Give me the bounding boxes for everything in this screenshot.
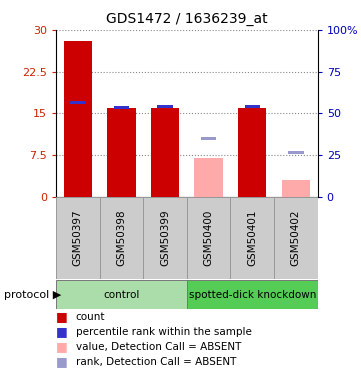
Text: ■: ■ <box>56 356 68 368</box>
Bar <box>100 197 143 279</box>
Text: GSM50402: GSM50402 <box>291 210 301 266</box>
Bar <box>245 105 260 108</box>
Bar <box>201 137 216 140</box>
Bar <box>56 280 187 309</box>
Text: count: count <box>76 312 105 322</box>
Text: protocol ▶: protocol ▶ <box>4 290 61 300</box>
Text: ■: ■ <box>56 340 68 353</box>
Bar <box>70 101 86 104</box>
Bar <box>187 280 318 309</box>
Bar <box>282 180 310 197</box>
Text: spotted-dick knockdown: spotted-dick knockdown <box>188 290 316 300</box>
Bar <box>107 108 136 197</box>
Bar <box>56 197 100 279</box>
Text: GSM50399: GSM50399 <box>160 210 170 266</box>
Text: GSM50401: GSM50401 <box>247 210 257 266</box>
Bar <box>157 105 173 108</box>
Text: percentile rank within the sample: percentile rank within the sample <box>76 327 252 337</box>
Text: GSM50400: GSM50400 <box>204 210 214 266</box>
Text: value, Detection Call = ABSENT: value, Detection Call = ABSENT <box>76 342 241 352</box>
Bar <box>195 158 223 197</box>
Bar <box>151 108 179 197</box>
Title: GDS1472 / 1636239_at: GDS1472 / 1636239_at <box>106 12 268 26</box>
Bar <box>143 197 187 279</box>
Bar <box>274 197 318 279</box>
Text: ■: ■ <box>56 326 68 338</box>
Text: GSM50398: GSM50398 <box>116 210 126 266</box>
Bar <box>114 106 129 109</box>
Bar <box>64 41 92 197</box>
Bar <box>288 151 304 154</box>
Bar <box>238 108 266 197</box>
Bar <box>187 197 230 279</box>
Text: ■: ■ <box>56 310 68 323</box>
Text: GSM50397: GSM50397 <box>73 210 83 266</box>
Text: control: control <box>103 290 140 300</box>
Text: rank, Detection Call = ABSENT: rank, Detection Call = ABSENT <box>76 357 236 367</box>
Bar <box>230 197 274 279</box>
